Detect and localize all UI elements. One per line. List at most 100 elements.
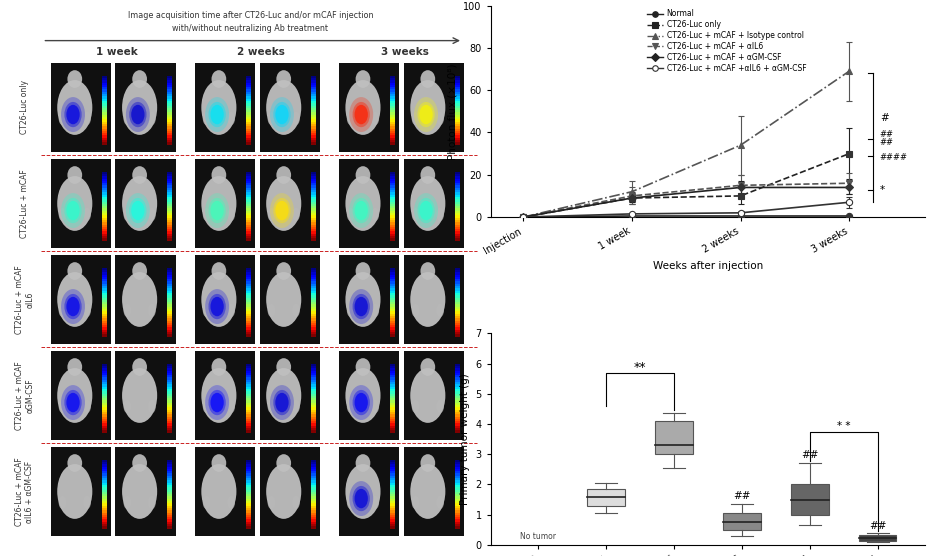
Bar	[311, 286, 316, 289]
Bar	[656, 421, 693, 454]
Bar	[166, 414, 172, 416]
Bar	[391, 327, 395, 330]
Bar	[391, 517, 395, 519]
Bar	[391, 197, 395, 199]
Bar	[311, 366, 316, 368]
Ellipse shape	[350, 289, 373, 324]
Bar	[246, 208, 251, 211]
Bar	[166, 464, 172, 466]
Bar	[166, 398, 172, 400]
Ellipse shape	[58, 176, 92, 231]
Bar	[246, 419, 251, 421]
Bar	[246, 83, 251, 85]
Bar	[391, 140, 395, 142]
Bar	[194, 255, 255, 344]
Bar	[455, 330, 460, 332]
Bar	[102, 318, 107, 320]
Bar	[166, 131, 172, 133]
Bar	[166, 325, 172, 327]
Bar	[246, 485, 251, 487]
Bar	[166, 400, 172, 403]
Bar	[102, 311, 107, 314]
Bar	[102, 204, 107, 206]
Bar	[102, 275, 107, 277]
Bar	[246, 510, 251, 513]
Bar	[102, 136, 107, 138]
Bar	[102, 92, 107, 94]
Bar	[455, 424, 460, 426]
Ellipse shape	[412, 496, 419, 509]
Bar	[166, 190, 172, 192]
Bar	[246, 311, 251, 314]
Bar	[455, 190, 460, 192]
Bar	[311, 142, 316, 145]
Text: CT26-Luc + mCAF: CT26-Luc + mCAF	[20, 169, 29, 238]
Bar	[391, 174, 395, 176]
Bar	[311, 371, 316, 373]
Bar	[166, 517, 172, 519]
Bar	[166, 108, 172, 110]
Bar	[391, 229, 395, 231]
Bar	[166, 138, 172, 140]
Bar	[311, 410, 316, 412]
Ellipse shape	[352, 390, 370, 415]
Bar	[166, 410, 172, 412]
Bar	[311, 510, 316, 513]
Bar	[102, 110, 107, 112]
Bar	[102, 94, 107, 96]
Bar	[455, 464, 460, 466]
Ellipse shape	[148, 496, 155, 509]
Bar	[455, 478, 460, 480]
Bar	[102, 430, 107, 433]
Ellipse shape	[268, 208, 275, 221]
Ellipse shape	[83, 208, 91, 221]
Bar	[311, 213, 316, 215]
Bar	[246, 142, 251, 145]
Bar	[166, 489, 172, 492]
Bar	[166, 272, 172, 275]
Ellipse shape	[211, 70, 226, 88]
Bar	[391, 138, 395, 140]
Bar	[391, 80, 395, 83]
Bar	[311, 519, 316, 522]
Bar	[391, 300, 395, 302]
Ellipse shape	[410, 176, 445, 231]
Bar	[391, 316, 395, 318]
Bar	[455, 476, 460, 478]
Bar	[391, 106, 395, 108]
Bar	[455, 267, 460, 270]
Bar	[455, 309, 460, 311]
Bar	[102, 428, 107, 430]
Bar	[455, 195, 460, 197]
Bar	[455, 136, 460, 138]
Bar	[166, 103, 172, 106]
Bar	[455, 412, 460, 414]
Bar	[166, 426, 172, 428]
Bar	[166, 522, 172, 524]
Bar	[311, 83, 316, 85]
Bar	[102, 279, 107, 281]
Bar	[102, 124, 107, 126]
Bar	[246, 421, 251, 424]
Ellipse shape	[61, 193, 85, 228]
Bar	[246, 314, 251, 316]
Bar	[246, 519, 251, 522]
Text: **: **	[634, 360, 646, 374]
Bar	[246, 375, 251, 378]
Bar	[455, 92, 460, 94]
Bar	[102, 133, 107, 136]
Bar	[391, 430, 395, 433]
Bar	[455, 430, 460, 433]
Bar	[102, 190, 107, 192]
Bar	[246, 515, 251, 517]
Bar	[391, 124, 395, 126]
Bar	[102, 197, 107, 199]
Bar	[311, 517, 316, 519]
Bar	[166, 234, 172, 236]
Bar	[102, 90, 107, 92]
Bar	[166, 428, 172, 430]
Ellipse shape	[355, 70, 370, 88]
Bar	[391, 384, 395, 386]
Bar	[246, 122, 251, 124]
Bar	[259, 448, 320, 535]
